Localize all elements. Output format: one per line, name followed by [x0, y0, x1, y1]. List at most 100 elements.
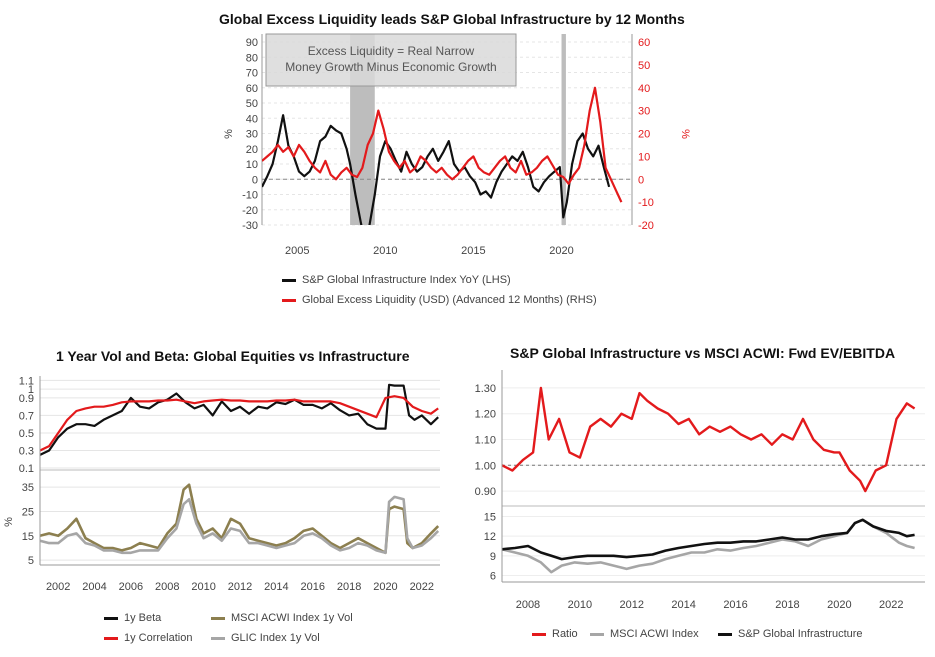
series-line-black — [39, 383, 439, 456]
y-tick: 12 — [484, 531, 496, 543]
recession-band — [561, 34, 566, 225]
y-tick-right: 10 — [638, 151, 650, 163]
x-tick: 2008 — [516, 599, 540, 611]
legend-item-excess-liquidity: Global Excess Liquidity (USD) (Advanced … — [282, 294, 597, 306]
y-tick-left: 90 — [246, 37, 258, 49]
chart3-legend: Ratio MSCI ACWI Index S&P Global Infrast… — [532, 628, 912, 648]
y-tick-left: 0 — [252, 174, 258, 186]
x-tick: 2012 — [228, 581, 252, 593]
legend-label-msci-acwi: MSCI ACWI Index — [610, 628, 699, 640]
x-tick: 2008 — [155, 581, 179, 593]
legend-label-sp-infra: S&P Global Infrastructure — [738, 628, 863, 640]
y-tick-left: 50 — [246, 98, 258, 110]
legend-swatch-olive — [211, 616, 225, 620]
y-tick-left: 10 — [246, 159, 258, 171]
y-tick: 0.5 — [19, 428, 34, 440]
legend-item-glic-vol: GLIC Index 1y Vol — [211, 632, 320, 644]
y-tick: 15 — [22, 531, 34, 543]
legend-item-correlation: 1y Correlation — [104, 632, 192, 644]
legend-swatch-gray — [590, 632, 604, 636]
x-tick: 2002 — [46, 581, 70, 593]
y-tick: 0.1 — [19, 463, 34, 475]
chart2-title: 1 Year Vol and Beta: Global Equities vs … — [56, 348, 410, 364]
series-line-black — [262, 114, 611, 225]
y-axis-label: % — [3, 517, 15, 527]
y-tick: 0.3 — [19, 445, 34, 457]
legend-swatch-red — [282, 298, 296, 302]
annotation-text: Excess Liquidity = Real Narrow — [308, 44, 475, 58]
chart3-plot: 1.30 1.20 1.10 1.00 0.90 15 12 9 6 2008 2010 2012 20… — [475, 370, 925, 611]
y-tick: 1.10 — [475, 435, 496, 447]
x-tick: 2018 — [775, 599, 799, 611]
x-tick: 2010 — [373, 245, 397, 257]
legend-swatch-gray — [211, 636, 225, 640]
x-tick: 2006 — [119, 581, 143, 593]
y-axis-label-left: % — [223, 129, 235, 139]
y-tick-left: 40 — [246, 113, 258, 125]
legend-swatch-red — [532, 632, 546, 636]
y-tick: 15 — [484, 512, 496, 524]
chart1-plot: 9080706050403020100-10-20-30605040302010… — [223, 33, 691, 257]
y-tick-right: 50 — [638, 60, 650, 72]
y-tick-right: 0 — [638, 174, 644, 186]
annotation-box — [265, 33, 517, 87]
chart2-legend: 1y Beta 1y Correlation MSCI ACWI Index 1… — [104, 612, 404, 652]
y-tick: 25 — [22, 506, 34, 518]
series-line-olive — [39, 483, 440, 555]
y-tick-left: -20 — [242, 205, 258, 217]
y-tick: 1.1 — [19, 375, 34, 387]
legend-label-ratio: Ratio — [552, 628, 578, 640]
y-tick: 0.7 — [19, 410, 34, 422]
x-tick: 2016 — [723, 599, 747, 611]
y-tick: 1.30 — [475, 383, 496, 395]
y-tick: 5 — [28, 555, 34, 567]
x-tick: 2005 — [285, 245, 309, 257]
x-tick: 2015 — [461, 245, 485, 257]
legend-label-excess-liquidity: Global Excess Liquidity (USD) (Advanced … — [302, 294, 597, 306]
annotation-text: Money Growth Minus Economic Growth — [285, 60, 496, 74]
legend-label-infra-yoy: S&P Global Infrastructure Index YoY (LHS… — [302, 274, 511, 286]
series-line-red — [501, 386, 916, 493]
y-tick: 1.20 — [475, 409, 496, 421]
legend-swatch-black — [718, 632, 732, 636]
x-tick: 2018 — [337, 581, 361, 593]
chart1-title: Global Excess Liquidity leads S&P Global… — [219, 11, 685, 27]
y-tick-right: -10 — [638, 197, 654, 209]
x-tick: 2014 — [264, 581, 288, 593]
y-tick: 9 — [490, 551, 496, 563]
legend-label-msci-vol: MSCI ACWI Index 1y Vol — [231, 612, 353, 624]
y-tick-left: -10 — [242, 190, 258, 202]
x-tick: 2012 — [620, 599, 644, 611]
series-line-red — [39, 395, 439, 452]
y-tick-right: -20 — [638, 220, 654, 232]
y-tick-left: 70 — [246, 68, 258, 80]
legend-item-beta: 1y Beta — [104, 612, 161, 624]
y-tick-left: 80 — [246, 52, 258, 64]
legend-item-infra-yoy: S&P Global Infrastructure Index YoY (LHS… — [282, 274, 511, 286]
x-tick: 2022 — [410, 581, 434, 593]
y-axis-label-right: % — [679, 129, 691, 139]
legend-swatch-black — [104, 616, 118, 620]
chart3-title: S&P Global Infrastructure vs MSCI ACWI: … — [510, 345, 896, 361]
x-tick: 2020 — [549, 245, 573, 257]
y-tick-right: 40 — [638, 83, 650, 95]
y-tick: 1 — [28, 384, 34, 396]
legend-item-ratio: Ratio — [532, 628, 578, 640]
x-tick: 2022 — [879, 599, 903, 611]
y-tick-left: 20 — [246, 144, 258, 156]
y-tick: 35 — [22, 482, 34, 494]
chart1-legend: S&P Global Infrastructure Index YoY (LHS… — [282, 274, 642, 314]
x-tick: 2020 — [373, 581, 397, 593]
series-line-black — [501, 518, 915, 561]
series-group — [262, 86, 623, 225]
x-tick: 2010 — [191, 581, 215, 593]
legend-swatch-black — [282, 278, 296, 282]
y-tick: 6 — [490, 570, 496, 582]
y-tick: 1.00 — [475, 460, 496, 472]
y-tick: 0.9 — [19, 393, 34, 405]
x-tick: 2016 — [300, 581, 324, 593]
x-tick: 2010 — [568, 599, 592, 611]
legend-label-beta: 1y Beta — [124, 612, 162, 624]
legend-item-msci-vol: MSCI ACWI Index 1y Vol — [211, 612, 353, 624]
y-tick: 0.90 — [475, 486, 496, 498]
